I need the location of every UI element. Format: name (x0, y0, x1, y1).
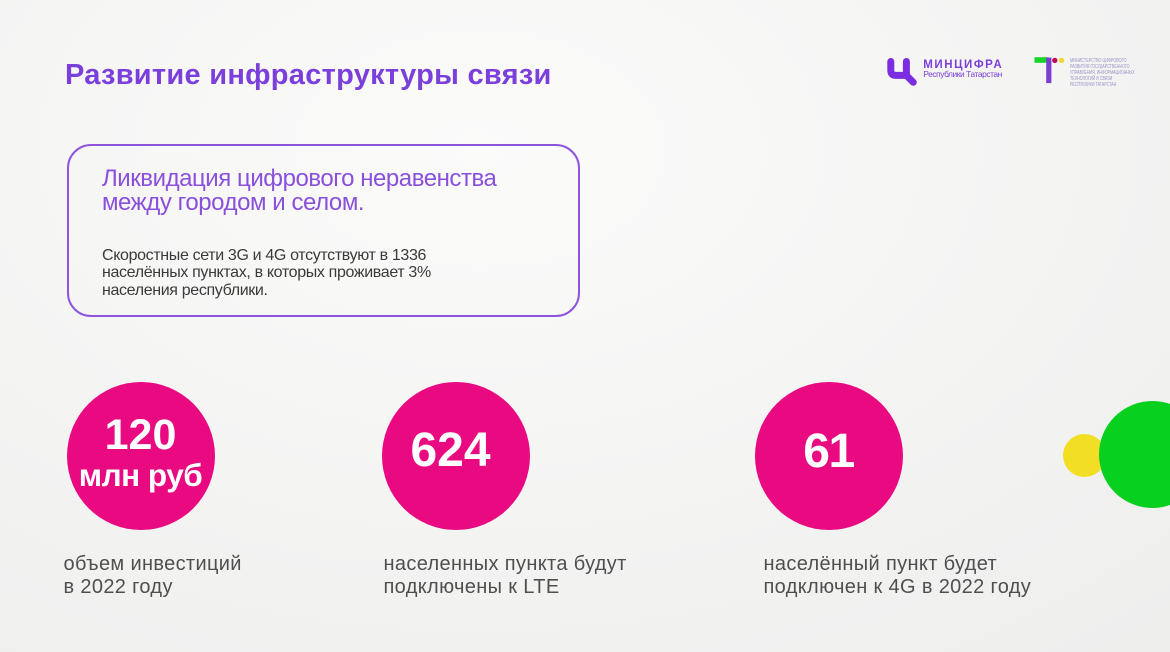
svg-text:МИНИСТЕРСТВО ЦИФРОВОГО: МИНИСТЕРСТВО ЦИФРОВОГО (1070, 58, 1127, 64)
svg-text:УПРАВЛЕНИЯ, ИНФОРМАЦИОННЫХ: УПРАВЛЕНИЯ, ИНФОРМАЦИОННЫХ (1070, 70, 1135, 76)
svg-text:Республики Татарстан: Республики Татарстан (923, 69, 1002, 79)
svg-text:РАЗВИТИЯ ГОСУДАРСТВЕННОГО: РАЗВИТИЯ ГОСУДАРСТВЕННОГО (1070, 64, 1130, 70)
svg-text:ТЕХНОЛОГИЙ И СВЯЗИ: ТЕХНОЛОГИЙ И СВЯЗИ (1070, 74, 1112, 82)
svg-text:РЕСПУБЛИКИ ТАТАРСТАН: РЕСПУБЛИКИ ТАТАРСТАН (1070, 82, 1116, 88)
